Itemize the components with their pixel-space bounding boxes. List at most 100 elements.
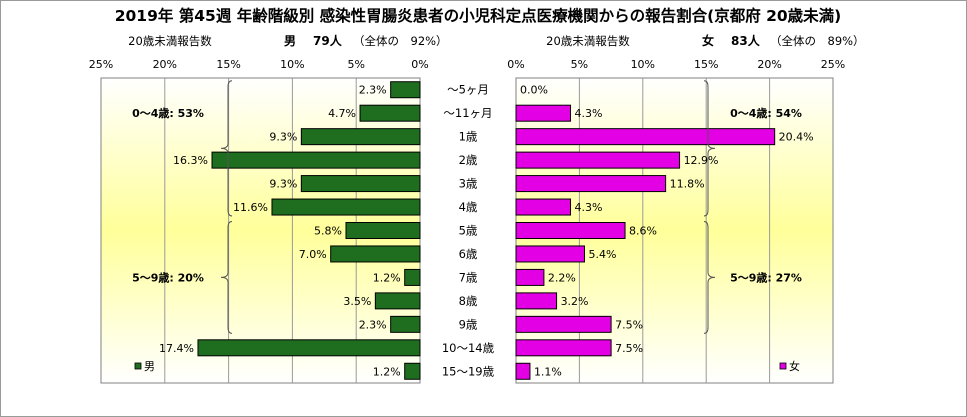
male-legend-label: 男 (144, 360, 155, 373)
right-header: 20歳未満報告数 女 83人 （全体の 89%） (546, 33, 864, 48)
female-bar (515, 128, 776, 146)
female-bar (515, 339, 612, 357)
male-annotation-label: 5～9歳: 20% (132, 270, 204, 284)
male-tick-label: 20% (153, 58, 177, 71)
female-bar-value-label: 20.4% (779, 131, 814, 144)
female-bar-value-label: 7.5% (615, 342, 643, 355)
female-bar-value-label: 12.9% (684, 154, 719, 167)
female-annotation-label: 0～4歳: 54% (730, 106, 802, 120)
left-header-label: 20歳未満報告数 (128, 34, 212, 48)
female-bar (515, 222, 626, 239)
female-bar (515, 198, 572, 216)
age-category-label: 8歳 (459, 294, 478, 308)
female-annotation-brace (703, 80, 716, 217)
female-bar (515, 362, 531, 380)
male-bar-value-label: 2.3% (359, 84, 387, 97)
male-bar-value-label: 16.3% (173, 154, 208, 167)
female-legend-label: 女 (789, 359, 800, 373)
male-bar-value-label: 1.2% (373, 365, 401, 378)
male-bar (345, 222, 421, 239)
male-bar (300, 175, 421, 193)
male-bar (390, 315, 421, 333)
male-bar (359, 104, 421, 122)
right-header-count: 83人 (731, 33, 761, 48)
chart-title: 2019年 第45週 年齢階級別 感染性胃腸炎患者の小児科定点医療機関からの報告… (115, 6, 842, 25)
female-bar-value-label: 4.3% (575, 201, 603, 214)
age-category-label: 10～14歳 (442, 341, 495, 355)
female-tick-label: 15% (694, 58, 718, 71)
age-category-label: 4歳 (459, 200, 478, 214)
male-bar-value-label: 9.3% (269, 178, 297, 191)
male-bar (197, 339, 421, 357)
female-bar-value-label: 1.1% (534, 365, 562, 378)
left-header-sex: 男 (284, 34, 296, 48)
female-tick-label: 25% (821, 58, 845, 71)
female-bar-value-label: 7.5% (615, 318, 643, 331)
male-bar (390, 81, 421, 99)
female-bar-value-label: 3.2% (561, 295, 589, 308)
male-bar-value-label: 11.6% (233, 201, 268, 214)
male-bar-value-label: 17.4% (159, 342, 194, 355)
male-bar-value-label: 3.5% (343, 295, 371, 308)
age-category-label: 9歳 (459, 317, 478, 331)
male-bar-value-label: 2.3% (359, 318, 387, 331)
female-annotation-brace (703, 221, 716, 334)
male-chart: 25% 20% 15% 10% 5% 0%2.3%4.7%9.3%16.3%9.3%11.… (89, 58, 429, 383)
right-header-sex: 女 (702, 33, 714, 48)
male-tick-label: 0% (411, 58, 428, 71)
female-chart: 0% 5% 10% 15% 20% 25% 0.0% 4.3% 20.4% 12.9% 11.8% 4… (507, 58, 845, 383)
age-category-label: ～5ヶ月 (447, 83, 489, 97)
female-bar (515, 245, 585, 263)
male-annotation-brace (220, 80, 233, 217)
female-tick-label: 5% (571, 58, 588, 71)
female-bar (515, 268, 545, 286)
female-bar (515, 315, 612, 333)
male-bar (300, 128, 421, 146)
age-category-label: 15～19歳 (442, 364, 495, 378)
age-category-label: 6歳 (459, 247, 478, 261)
male-bar (404, 268, 421, 286)
male-bar-value-label: 9.3% (269, 131, 297, 144)
female-tick-label: 20% (757, 58, 781, 71)
male-tick-label: 10% (280, 58, 304, 71)
age-category-label: 1歳 (459, 130, 478, 144)
female-bar-value-label: 2.2% (548, 271, 576, 284)
male-bar (330, 245, 421, 263)
female-bar-value-label: 11.8% (670, 178, 705, 191)
male-bar-value-label: 7.0% (299, 248, 327, 261)
female-bar-value-label: 4.3% (575, 107, 603, 120)
male-bar (211, 151, 421, 169)
male-annotation-brace (220, 221, 233, 334)
age-category-label: 2歳 (459, 153, 478, 167)
male-bar-value-label: 5.8% (314, 225, 342, 238)
age-category-label: 5歳 (459, 224, 478, 238)
right-header-share: （全体の 89%） (770, 34, 865, 48)
male-bar-value-label: 4.7% (328, 107, 356, 120)
female-tick-label: 10% (631, 58, 655, 71)
male-tick-label: 5% (347, 58, 364, 71)
age-category-label: 7歳 (459, 270, 478, 284)
male-bar (271, 198, 421, 216)
female-bar (515, 104, 572, 122)
female-bar-value-label: 0.0% (520, 84, 548, 97)
female-bar-value-label: 5.4% (588, 248, 616, 261)
male-annotation-label: 0～4歳: 53% (132, 106, 204, 120)
right-header-label: 20歳未満報告数 (546, 34, 630, 48)
female-bar (515, 151, 681, 169)
age-category-label: ～11ヶ月 (443, 106, 492, 120)
male-bar (374, 292, 421, 310)
female-tick-label: 0% (507, 58, 524, 71)
left-header-share: （全体の 92%） (353, 34, 448, 48)
male-bar-value-label: 1.2% (373, 271, 401, 284)
male-bar (404, 362, 421, 380)
left-header-count: 79人 (313, 33, 343, 48)
male-tick-label: 15% (216, 58, 240, 71)
male-legend-swatch (134, 362, 142, 370)
age-category-labels: ～5ヶ月 ～11ヶ月 1歳 2歳 3歳 4歳 5歳 6歳 7歳 8歳 9歳 10～14歳 15～19歳 (442, 83, 495, 379)
age-category-label: 3歳 (459, 177, 478, 191)
female-bar (515, 175, 667, 193)
left-header: 20歳未満報告数 男 79人 （全体の 92%） (128, 33, 447, 48)
female-bar-value-label: 8.6% (629, 225, 657, 238)
